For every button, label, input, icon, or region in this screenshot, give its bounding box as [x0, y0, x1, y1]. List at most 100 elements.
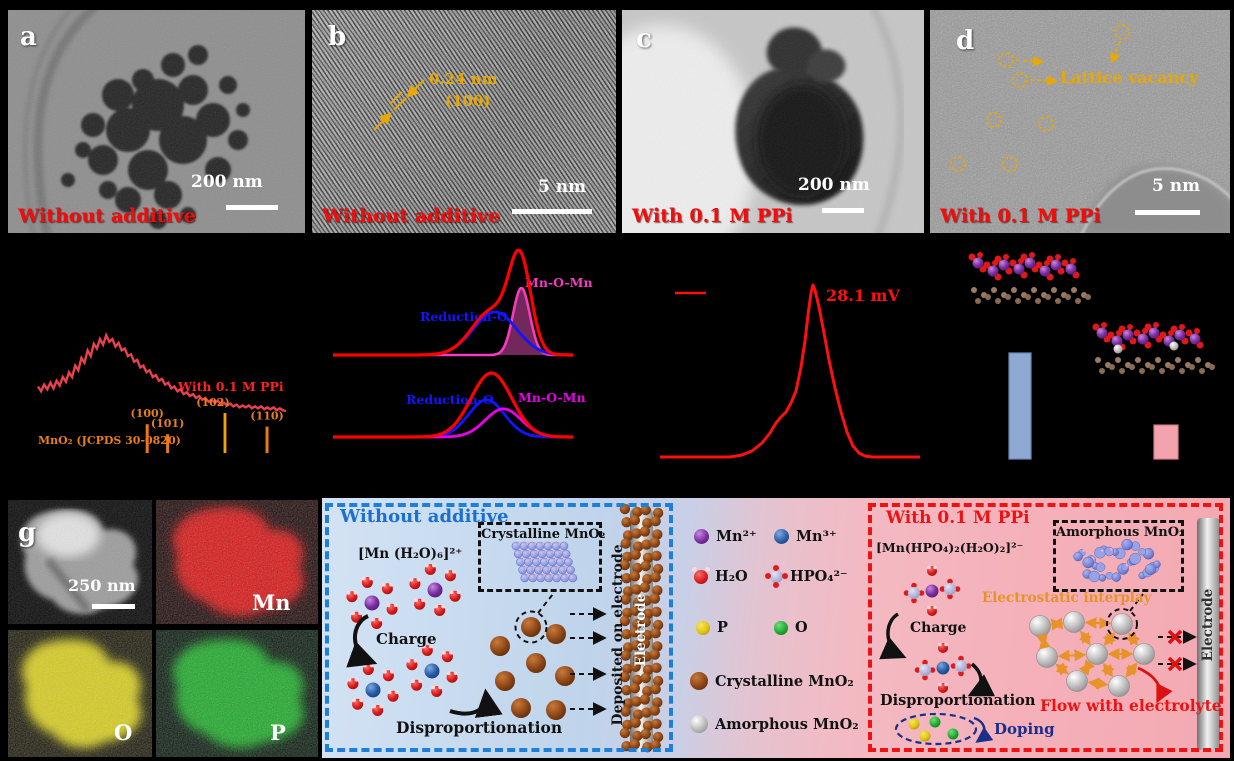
- xrd-peak-label: (100): [131, 407, 164, 420]
- crystalline-sphere-icon: [690, 672, 708, 690]
- highlight-dashed-circle: [514, 610, 548, 644]
- left-precursor: [Mn (H₂O)₆]²⁺: [358, 546, 463, 562]
- hydrated-mn-complex: [406, 644, 458, 697]
- doping-label: Doping: [994, 720, 1055, 738]
- lattice-plane-label: (100): [445, 92, 491, 110]
- charge-arrow: [346, 614, 378, 668]
- panel-g-mn-map: Mn: [156, 500, 318, 624]
- mn-eds-map: [156, 500, 318, 624]
- electrostatic-arrow: [1078, 630, 1093, 646]
- legend-mn3: Mn³⁺: [774, 528, 837, 545]
- with-ppi-box: [868, 503, 1223, 752]
- crystal-lattice-graphic: [511, 541, 578, 583]
- panel-letter: g: [18, 518, 37, 548]
- mn-phosphate-complex: [903, 565, 961, 616]
- hydrated-mn-complex: [346, 576, 398, 629]
- panel-d-hrtem: d Lattice vacancy 5 nm With 0.1 M PPi: [930, 10, 1230, 233]
- electrostatic-arrow: [1078, 659, 1096, 676]
- hydrated-mn-complex: [409, 563, 461, 616]
- disproportionation-arrow: [449, 688, 503, 718]
- right-disproportionation-label: Disproportionation: [880, 692, 1036, 709]
- vacancy-circles: [950, 24, 1130, 172]
- lattice-vacancy-label: Lattice vacancy: [1060, 68, 1199, 87]
- electrostatic-arrow: [1101, 662, 1115, 678]
- xrd-sample-label: With 0.1 M PPi: [177, 379, 284, 394]
- zeta-peak-label: 28.1 mV: [826, 286, 900, 305]
- xps-envelope-curve: [332, 371, 574, 439]
- scale-bar: [512, 209, 592, 214]
- right-charge-label: Charge: [910, 620, 967, 636]
- scale-bar: [822, 208, 864, 213]
- crystalline-mno2-spheres: [490, 617, 575, 720]
- electrostatic-interplay-label: Electrostatic interplay: [982, 590, 1152, 606]
- p-sphere-icon: [696, 620, 710, 635]
- legend-o: O: [774, 619, 808, 636]
- panel-caption: Without additive: [322, 205, 500, 227]
- electrostatic-arrow: [1102, 632, 1117, 646]
- xrd-reference-label: MnO₂ (JCPDS 30-0820): [38, 434, 181, 447]
- mechanism-schematic: Crystalline MnO₂ Amorphous MnO₂ Without …: [322, 498, 1230, 758]
- lattice-annotation: [373, 79, 425, 131]
- legend-amorphous: Amorphous MnO₂: [690, 715, 859, 733]
- electrostatic-arrow: [1036, 633, 1051, 650]
- legend-h2o: H₂O: [692, 566, 748, 585]
- scale-text: 200 nm: [798, 175, 870, 195]
- xps-o1s-plot: Mn-O-Mn Reduction-O Mn-O-Mn Reduction-O: [332, 248, 593, 439]
- tem-a-image: [8, 10, 305, 233]
- left-electrode-label: Electrode: [633, 593, 649, 667]
- mn2-sphere-icon: [694, 529, 709, 544]
- panel-caption: Without additive: [18, 205, 196, 227]
- xrd-peak-label: (101): [151, 417, 184, 430]
- schematic-artwork: [346, 503, 1220, 753]
- xrd-peak-label: (110): [250, 410, 283, 423]
- amorphous-cluster-graphic: [1073, 538, 1161, 583]
- map-label-p: P: [270, 720, 286, 745]
- electrostatic-arrow: [1087, 677, 1109, 690]
- scale-text: 5 nm: [1152, 176, 1201, 196]
- xps-bottom-shoulder-label: Reduction-O: [406, 392, 494, 407]
- mn-phosphate-complex: [914, 642, 972, 693]
- amorphous-mno2-box: Amorphous MnO₂: [1053, 520, 1185, 592]
- panel-letter: a: [20, 22, 37, 52]
- right-electrode-label: Electrode: [1200, 588, 1216, 662]
- lattice-spacing-label: 0.24 nm: [429, 70, 498, 88]
- dft-structure: [968, 252, 1091, 304]
- electrostatic-arrow: [1125, 662, 1138, 678]
- panel-caption: With 0.1 M PPi: [632, 205, 793, 227]
- xps-envelope-curve: [332, 248, 574, 357]
- o-sphere-icon: [774, 620, 788, 635]
- without-additive-box: [325, 503, 673, 752]
- scale-bar: [92, 604, 135, 609]
- map-label-mn: Mn: [252, 590, 291, 615]
- adsorption-bar: [1008, 352, 1032, 460]
- map-label-o: O: [114, 720, 133, 745]
- amorphous-mno2-title: Amorphous MnO₂: [1056, 525, 1185, 540]
- crystalline-mno2-title: Crystalline MnO₂: [481, 527, 606, 542]
- panel-letter: b: [328, 22, 347, 52]
- panel-c-tem: c 200 nm With 0.1 M PPi: [622, 10, 924, 233]
- xrd-peak-label: (102): [196, 396, 229, 409]
- hrtem-d-image: [930, 10, 1230, 233]
- scale-text: 5 nm: [538, 177, 587, 197]
- xps-bottom-peak-label: Mn-O-Mn: [518, 390, 586, 405]
- legend-mn2: Mn²⁺: [694, 528, 757, 545]
- panel-caption: With 0.1 M PPi: [940, 205, 1101, 227]
- panel-g-p-map: P: [156, 630, 318, 757]
- panel-a-tem: a 200 nm Without additive: [8, 10, 305, 233]
- scale-text: 200 nm: [191, 172, 263, 192]
- legend-p: P: [696, 619, 728, 636]
- flow-with-electrolyte-label: Flow with electrolyte: [1040, 696, 1222, 715]
- right-title: With 0.1 M PPi: [886, 508, 1030, 528]
- water-molecule-icon: [692, 566, 710, 584]
- amorphous-mno2-network: [1029, 611, 1155, 697]
- electrostatic-arrow: [1055, 662, 1069, 676]
- electrostatic-arrow: [1057, 649, 1087, 662]
- panel-letter: d: [956, 26, 975, 56]
- left-disproportionation-label: Disproportionation: [396, 718, 563, 737]
- electrostatic-arrow: [1050, 617, 1064, 631]
- amorphous-sphere-icon: [690, 715, 708, 733]
- crystalline-mno2-box: Crystalline MnO₂: [478, 522, 606, 592]
- doping-arrow: [973, 716, 994, 743]
- flow-arrow: [1137, 666, 1173, 704]
